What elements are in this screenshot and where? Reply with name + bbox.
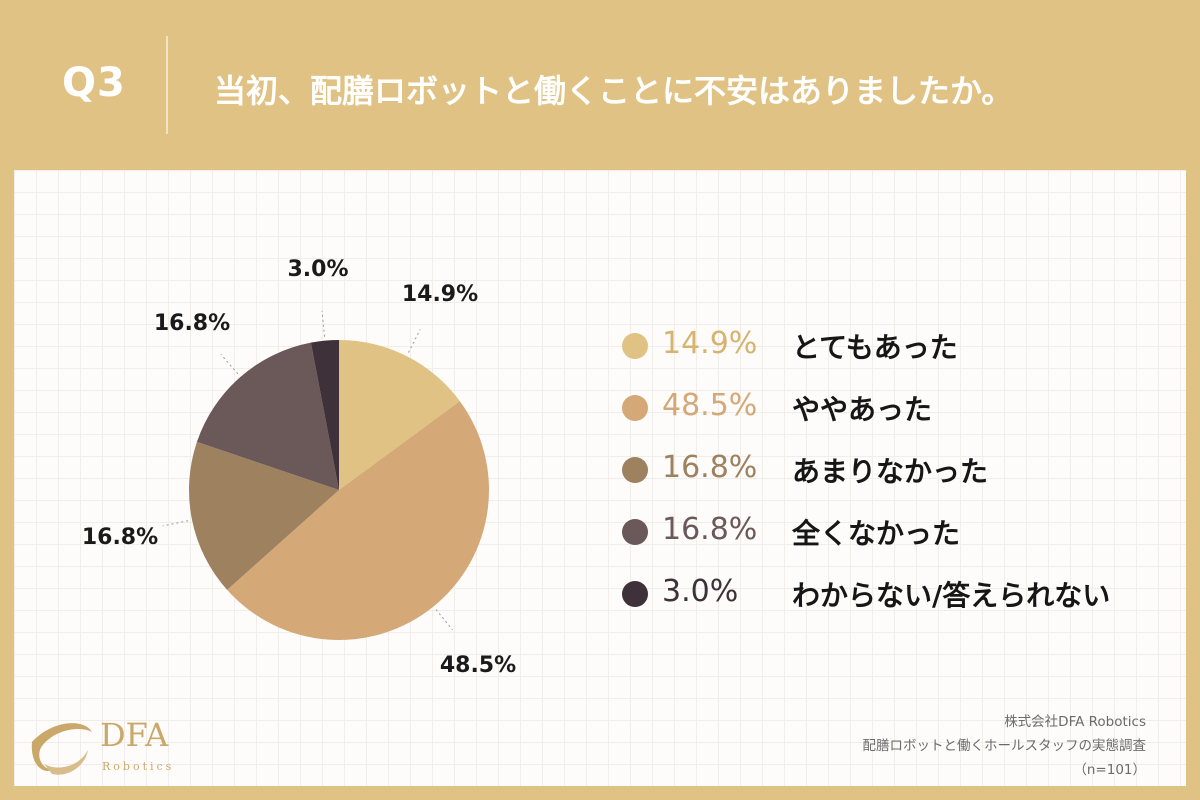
leader-line-1 xyxy=(408,329,421,353)
legend-color-dot xyxy=(622,519,648,545)
source-sample: （n=101） xyxy=(1073,762,1146,778)
leader-line-2 xyxy=(435,609,453,631)
pie-slice-5 xyxy=(310,340,339,490)
question-title: 当初、配膳ロボットと働くことに不安はありましたか。 xyxy=(214,72,1014,110)
data-label-5: 3.0% xyxy=(287,257,348,282)
legend-percent: 14.9% xyxy=(662,326,758,361)
legend-color-dot xyxy=(622,581,648,607)
logo-subtext: Robotics xyxy=(102,760,175,773)
question-number: Q3 xyxy=(62,60,126,106)
data-labels: 14.9% 48.5% 16.8% 16.8% 3.0% xyxy=(82,257,516,678)
pie-slices xyxy=(189,340,490,641)
legend-label: あまりなかった xyxy=(792,455,989,488)
legend-percent: 48.5% xyxy=(662,388,758,423)
data-label-1: 14.9% xyxy=(402,282,478,307)
legend-percent: 16.8% xyxy=(662,512,758,547)
swoosh-logo-icon xyxy=(31,723,93,775)
company-logo: DFA Robotics xyxy=(22,712,192,782)
leader-lines xyxy=(162,310,453,631)
pie-slice-3 xyxy=(189,441,339,590)
pie-slice-1 xyxy=(339,340,460,490)
data-label-3: 16.8% xyxy=(82,525,158,550)
leader-line-4 xyxy=(220,353,239,375)
header-divider xyxy=(166,36,168,134)
logo-wordmark: DFA xyxy=(100,716,169,754)
pie-slice-4 xyxy=(196,342,339,490)
legend-percent: 3.0% xyxy=(662,574,739,609)
data-label-4: 16.8% xyxy=(154,311,230,336)
legend-color-dot xyxy=(622,395,648,421)
legend-label: 全くなかった xyxy=(792,517,961,550)
legend-color-dot xyxy=(622,333,648,359)
legend-label: わからない/答えられない xyxy=(792,579,1111,612)
legend-label: とてもあった xyxy=(792,331,958,364)
source-note: 株式会社DFA Robotics 配膳ロボットと働くホールスタッフの実態調査 （… xyxy=(863,710,1147,782)
legend-color-dot xyxy=(622,457,648,483)
legend-percent: 16.8% xyxy=(662,450,758,485)
source-company: 株式会社DFA Robotics xyxy=(1004,714,1146,730)
pie-slice-2 xyxy=(227,401,490,641)
header-bar: Q3 当初、配膳ロボットと働くことに不安はありましたか。 xyxy=(0,0,1200,170)
leader-line-3 xyxy=(162,520,189,527)
data-label-2: 48.5% xyxy=(440,653,516,678)
source-survey: 配膳ロボットと働くホールスタッフの実態調査 xyxy=(862,738,1147,754)
leader-line-5 xyxy=(321,310,326,337)
legend-label: ややあった xyxy=(792,393,933,426)
